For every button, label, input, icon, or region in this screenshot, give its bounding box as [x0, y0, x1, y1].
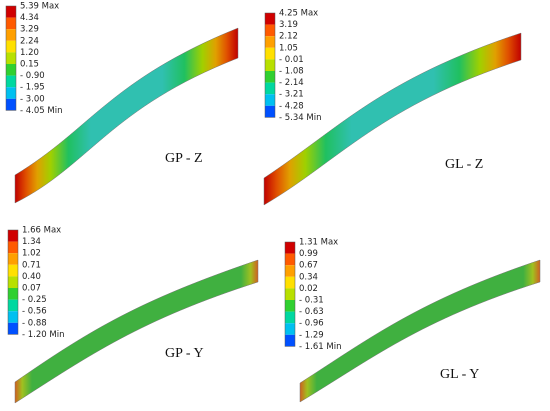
legend-label: 1.02: [22, 249, 41, 259]
legend-label: - 0.56: [22, 307, 47, 317]
legend-label: - 0.63: [299, 307, 324, 317]
legend-frame: [284, 241, 296, 347]
legend-label: - 1.61 Min: [299, 342, 341, 352]
legend-label: 0.34: [299, 272, 318, 282]
legend-label: - 0.01: [279, 55, 304, 65]
legend-band: [6, 6, 16, 18]
legend-band: [265, 13, 275, 25]
legend-band: [8, 322, 18, 335]
legend-label: - 0.88: [22, 318, 47, 328]
beam: [299, 259, 541, 403]
legend-band: [8, 253, 18, 265]
legend-label: - 2.14: [279, 78, 304, 88]
legend-label: - 0.96: [299, 319, 324, 329]
legend-band: [8, 311, 18, 323]
legend-band: [285, 253, 295, 266]
legend-band: [265, 94, 275, 106]
legend-band: [265, 71, 275, 83]
legend-band: [285, 334, 295, 347]
legend-band: [265, 82, 275, 95]
legend-label: 2.24: [20, 36, 39, 46]
legend-label: 1.31 Max: [299, 238, 338, 248]
legend-band: [265, 59, 275, 71]
legend-label: 2.12: [279, 32, 298, 42]
legend-band: [6, 29, 16, 41]
legend-band: [285, 300, 295, 312]
legend-band: [285, 276, 295, 289]
legend-band: [6, 52, 16, 64]
legend-label: 1.66 Max: [22, 226, 61, 236]
beam: [14, 27, 239, 204]
legend-band: [265, 36, 275, 48]
legend-label: - 3.21: [279, 90, 304, 100]
legend-band: [8, 288, 18, 300]
legend-label: - 4.28: [279, 101, 304, 111]
legend-label: 4.34: [20, 13, 39, 23]
legend-band: [265, 24, 275, 37]
panel-label: GP - Y: [165, 346, 204, 361]
legend-band: [6, 64, 16, 76]
legend-label: - 1.08: [279, 67, 304, 77]
legend-label: 0.15: [20, 60, 39, 70]
legend-label: 1.20: [20, 48, 39, 58]
legend-frame: [5, 5, 17, 111]
legend-label: - 0.90: [20, 71, 45, 81]
legend-band: [6, 40, 16, 53]
legend-label: 5.39 Max: [20, 2, 59, 12]
legend-band: [285, 242, 295, 254]
legend-band: [8, 299, 18, 312]
legend-band: [265, 47, 275, 60]
legend-band: [8, 241, 18, 254]
legend-band: [285, 288, 295, 300]
legend-band: [6, 98, 16, 111]
legend-label: - 4.05 Min: [20, 106, 62, 116]
legend-label: - 1.95: [20, 83, 45, 93]
legend-band: [285, 311, 295, 324]
legend-label: 1.05: [279, 43, 298, 53]
legend-band: [8, 264, 18, 277]
legend-label: - 1.29: [299, 330, 324, 340]
legend-label: - 0.25: [22, 295, 47, 305]
legend-label: - 1.20 Min: [22, 330, 64, 340]
legend-label: 0.71: [22, 260, 41, 270]
legend-frame: [7, 229, 19, 335]
legend-label: 0.99: [299, 249, 318, 259]
beam: [14, 259, 259, 404]
legend-label: 0.07: [22, 284, 41, 294]
legend-band: [6, 75, 16, 88]
legend-label: - 0.31: [299, 296, 324, 306]
beam: [263, 32, 522, 206]
legend-band: [285, 265, 295, 277]
legend-band: [265, 105, 275, 118]
legend-band: [6, 87, 16, 99]
legend-label: 0.40: [22, 272, 41, 282]
legend-band: [285, 323, 295, 335]
legend-label: 4.25 Max: [279, 9, 318, 19]
legend-band: [8, 276, 18, 288]
legend-label: 1.34: [22, 237, 41, 247]
panel-label: GP - Z: [165, 151, 203, 166]
legend-label: 3.29: [20, 25, 39, 35]
legend-band: [8, 230, 18, 242]
legend-label: - 5.34 Min: [279, 113, 321, 123]
legend-frame: [264, 12, 276, 118]
legend-band: [6, 17, 16, 30]
legend-label: - 3.00: [20, 94, 45, 104]
panel-label: GL - Z: [445, 157, 483, 172]
legend-label: 3.19: [279, 20, 298, 30]
legend-label: 0.67: [299, 261, 318, 271]
panel-label: GL - Y: [440, 367, 479, 382]
legend-label: 0.02: [299, 284, 318, 294]
